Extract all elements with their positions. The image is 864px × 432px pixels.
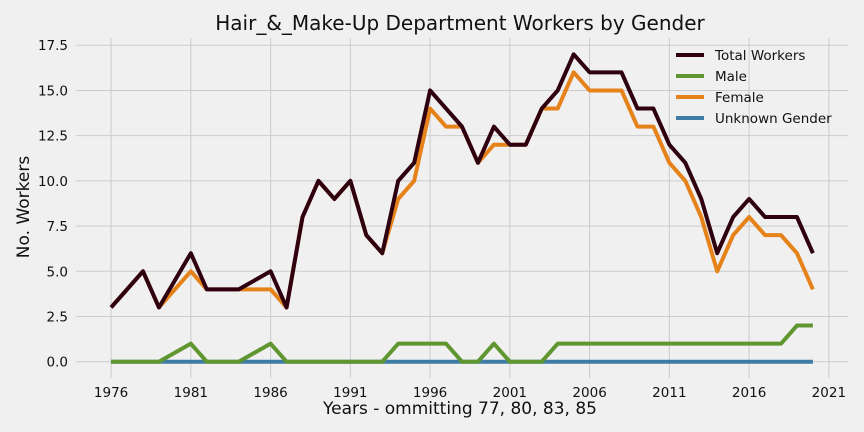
x-tick-label: 1991 xyxy=(333,385,367,401)
x-axis-title: Years - ommitting 77, 80, 83, 85 xyxy=(322,399,597,419)
legend: Total Workers Male Female Unknown Gender xyxy=(676,48,832,127)
chart-title: Hair_&_Make-Up Department Workers by Gen… xyxy=(215,11,705,35)
y-tick-label: 7.5 xyxy=(47,219,68,235)
y-tick-label: 2.5 xyxy=(47,310,68,326)
legend-label: Unknown Gender xyxy=(715,111,832,127)
series-lines xyxy=(109,52,815,364)
x-tick-label: 1986 xyxy=(253,385,287,401)
y-tick-label: 17.5 xyxy=(38,38,68,54)
y-tick-label: 0.0 xyxy=(47,355,68,371)
y-axis-ticks: 0.0 2.5 5.0 7.5 10.0 12.5 15.0 17.5 xyxy=(38,38,68,370)
x-tick-label: 1981 xyxy=(174,385,208,401)
legend-label: Female xyxy=(715,90,764,106)
x-tick-label: 1996 xyxy=(413,385,447,401)
x-tick-label: 2001 xyxy=(493,385,527,401)
y-tick-label: 15.0 xyxy=(38,83,68,99)
series-line-male xyxy=(111,323,813,364)
x-tick-label: 1976 xyxy=(94,385,128,401)
y-tick-label: 12.5 xyxy=(38,129,68,145)
y-tick-label: 5.0 xyxy=(47,264,68,280)
x-tick-label: 2021 xyxy=(812,385,846,401)
y-tick-label: 10.0 xyxy=(38,174,68,190)
x-tick-label: 2016 xyxy=(732,385,766,401)
y-axis-title: No. Workers xyxy=(14,156,34,259)
legend-label: Male xyxy=(715,69,747,85)
legend-label: Total Workers xyxy=(714,48,805,64)
series-line-female xyxy=(109,70,815,310)
x-axis-ticks: 1976 1981 1986 1991 1996 2001 2006 2011 2016 2021 xyxy=(94,385,846,401)
x-tick-label: 2006 xyxy=(572,385,606,401)
x-tick-label: 2011 xyxy=(652,385,686,401)
series-line-total-workers xyxy=(109,52,815,310)
